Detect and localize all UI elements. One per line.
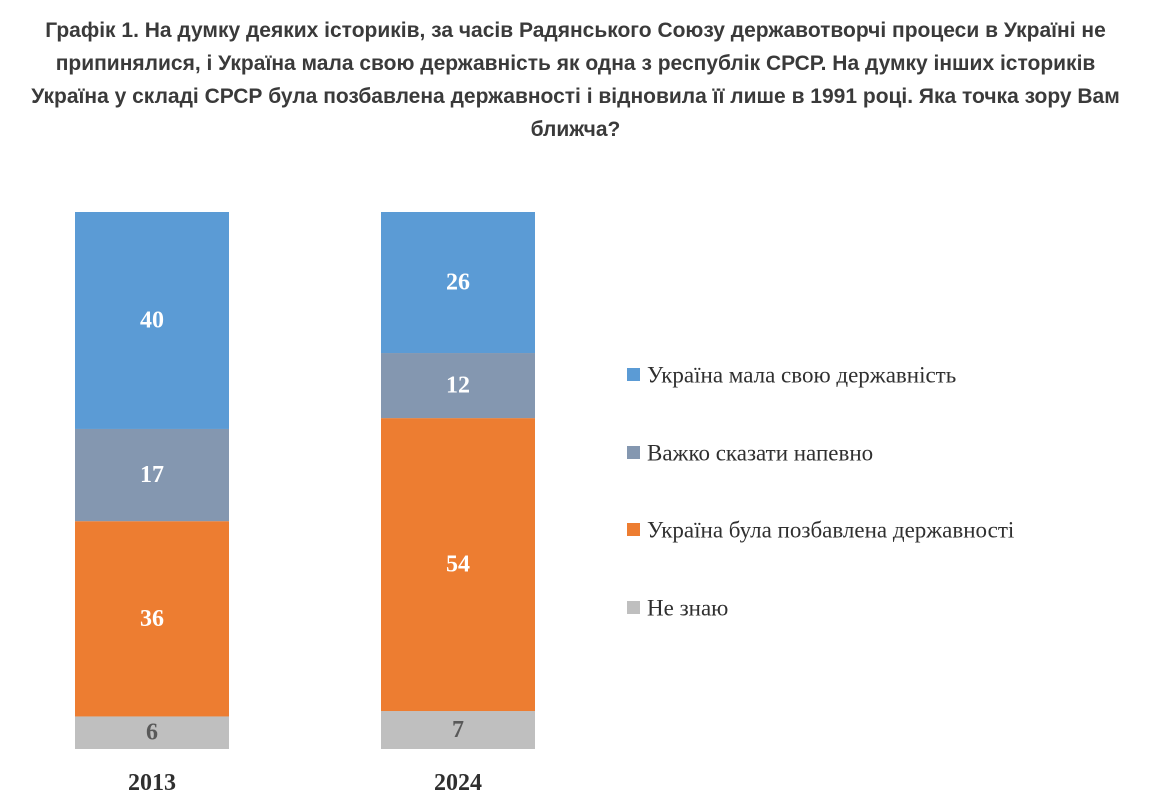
data-label-2024-s2: 12 bbox=[446, 373, 470, 399]
bar-segment-2024-s3 bbox=[381, 212, 535, 354]
chart-title: Графік 1. На думку деяких істориків, за … bbox=[31, 19, 1120, 141]
category-labels-group: 2013 2024 bbox=[128, 770, 482, 796]
bars-group bbox=[75, 212, 535, 749]
data-label-2013-s1: 36 bbox=[140, 606, 164, 632]
legend-swatch-3 bbox=[627, 601, 640, 614]
category-label-2024: 2024 bbox=[434, 770, 482, 796]
legend: Україна мала свою державність Важко сказа… bbox=[627, 363, 1014, 621]
data-label-2013-s0: 6 bbox=[146, 720, 158, 746]
bar-segment-2013-s2 bbox=[75, 428, 229, 522]
bar-segment-2013-s0 bbox=[75, 716, 229, 749]
data-label-2013-s2: 17 bbox=[140, 462, 164, 488]
data-label-2024-s1: 54 bbox=[446, 552, 470, 578]
legend-label-1: Важко сказати напевно bbox=[647, 441, 873, 466]
bar-segment-2013-s3 bbox=[75, 212, 229, 429]
legend-swatch-2 bbox=[627, 523, 640, 536]
legend-swatch-1 bbox=[627, 446, 640, 459]
legend-label-2: Україна була позбавлена державності bbox=[647, 518, 1014, 543]
data-label-2013-s3: 40 bbox=[140, 307, 164, 333]
bar-segment-2024-s1 bbox=[381, 418, 535, 712]
bar-segment-2024-s0 bbox=[381, 711, 535, 749]
bar-segment-2013-s1 bbox=[75, 521, 229, 717]
data-label-2024-s0: 7 bbox=[452, 717, 464, 743]
legend-label-3: Не знаю bbox=[647, 596, 728, 621]
segment-labels-group: 6 36 17 40 7 54 12 26 bbox=[140, 270, 470, 746]
data-label-2024-s3: 26 bbox=[446, 270, 470, 296]
legend-label-0: Україна мала свою державність bbox=[647, 363, 956, 388]
legend-swatch-0 bbox=[627, 368, 640, 381]
bar-segment-2024-s2 bbox=[381, 353, 535, 419]
category-label-2013: 2013 bbox=[128, 770, 176, 796]
